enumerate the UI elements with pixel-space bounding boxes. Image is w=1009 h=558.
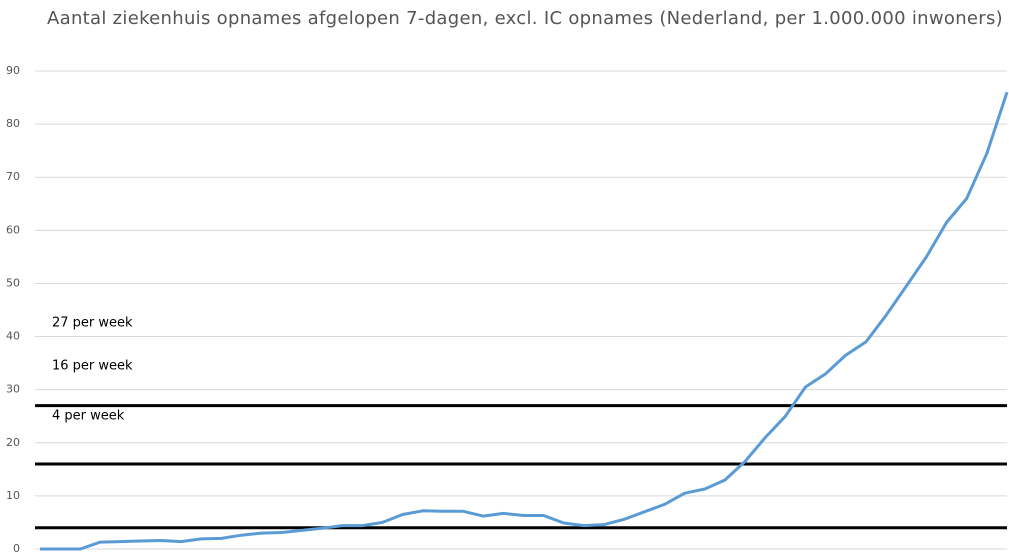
reference-label: 16 per week — [52, 359, 133, 374]
reference-label: 27 per week — [52, 316, 133, 331]
y-tick-label: 30 — [6, 383, 20, 396]
y-tick-label: 20 — [6, 436, 20, 449]
y-tick-label: 40 — [6, 330, 20, 343]
y-tick-label: 10 — [6, 489, 20, 502]
y-tick-label: 50 — [6, 276, 20, 289]
reference-label: 4 per week — [52, 409, 125, 424]
y-tick-label: 80 — [6, 117, 20, 130]
y-tick-label: 0 — [13, 542, 20, 555]
data-line — [40, 91, 1009, 551]
y-tick-label: 90 — [6, 64, 20, 77]
y-tick-label: 60 — [6, 223, 20, 236]
chart-title: Aantal ziekenhuis opnames afgelopen 7-da… — [47, 8, 1003, 29]
y-tick-label: 70 — [6, 170, 20, 183]
